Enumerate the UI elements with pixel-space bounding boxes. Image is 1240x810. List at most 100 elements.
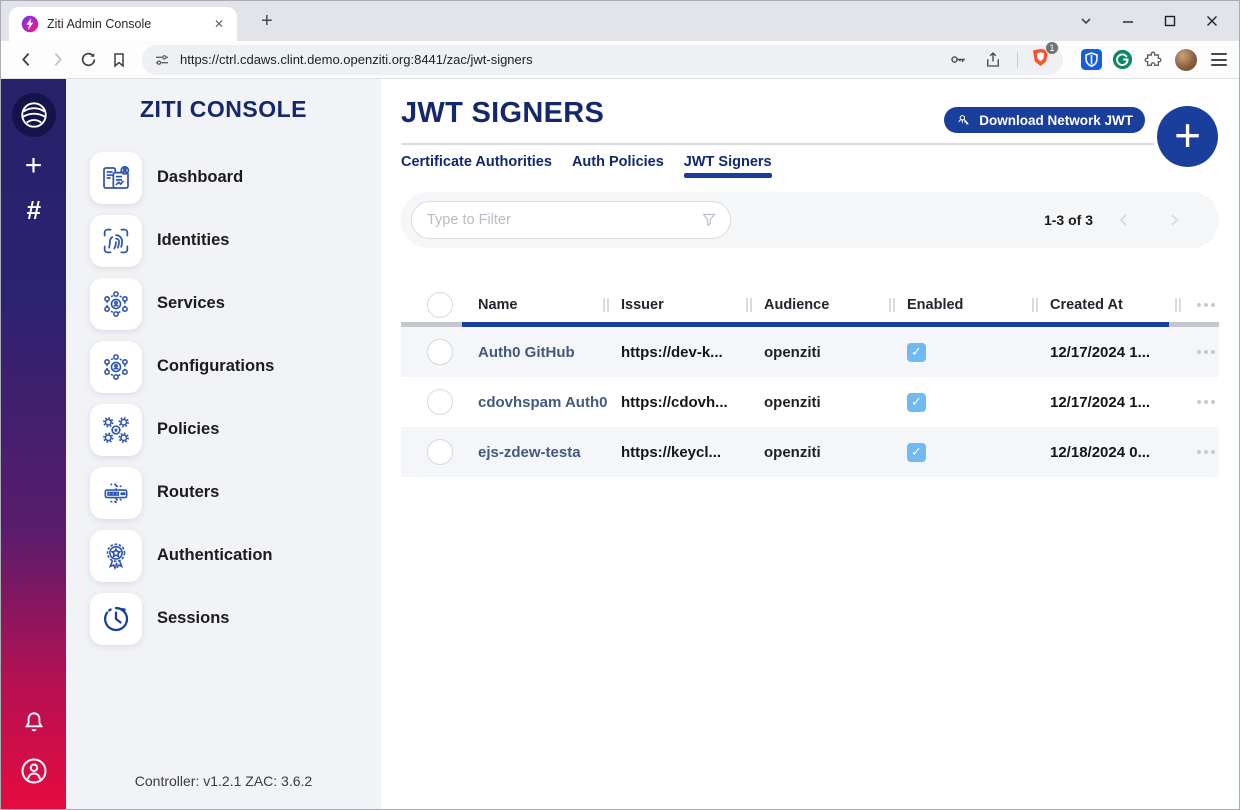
column-resize-handle[interactable] <box>1175 298 1177 312</box>
forward-icon[interactable] <box>42 47 73 72</box>
nav-list: Dashboard Identities Services Configurat… <box>66 146 381 650</box>
fingerprint-icon <box>90 214 142 267</box>
sidebar-item-identities[interactable]: Identities <box>66 209 381 272</box>
sidebar-item-policies[interactable]: Policies <box>66 398 381 461</box>
menu-icon[interactable] <box>1209 49 1229 70</box>
new-tab-button[interactable]: + <box>261 9 273 32</box>
column-header-name[interactable]: Name <box>478 297 621 313</box>
table-row: ejs-zdew-testa https://keycl... openziti… <box>401 427 1219 477</box>
tab-auth-policies[interactable]: Auth Policies <box>571 154 664 170</box>
sidebar-item-dashboard[interactable]: Dashboard <box>66 146 381 209</box>
pagination: 1-3 of 3 <box>1044 209 1193 231</box>
version-footer: Controller: v1.2.1 ZAC: 3.6.2 <box>134 773 313 789</box>
row-select-circle[interactable] <box>426 439 453 465</box>
filter-funnel-icon[interactable] <box>700 211 718 229</box>
enabled-checkbox[interactable] <box>907 342 926 362</box>
extensions-puzzle-icon[interactable] <box>1143 50 1163 70</box>
profile-person-icon[interactable] <box>19 756 49 791</box>
enabled-checkbox[interactable] <box>907 392 926 412</box>
cell-created-at: 12/17/2024 1... <box>1050 343 1151 361</box>
sidebar-item-label: Dashboard <box>157 168 244 186</box>
column-header-created-at[interactable]: Created At <box>1050 297 1193 313</box>
share-icon[interactable] <box>977 47 1009 73</box>
page-prev-icon[interactable] <box>1105 209 1143 231</box>
brave-shield-icon[interactable]: 1 <box>1026 40 1059 76</box>
reload-icon[interactable] <box>73 47 104 72</box>
tab-jwt-signers[interactable]: JWT Signers <box>683 154 772 178</box>
enabled-checkbox[interactable] <box>907 442 926 462</box>
cell-issuer: https://keycl... <box>621 443 722 461</box>
tab-search-icon[interactable] <box>1069 8 1103 34</box>
row-actions-icon[interactable] <box>1193 350 1219 354</box>
browser-tab[interactable]: Ziti Admin Console ✕ <box>9 7 237 41</box>
app-rail: + # <box>1 79 66 809</box>
sidebar-item-label: Services <box>157 294 225 312</box>
ziti-logo[interactable] <box>11 93 56 137</box>
main-content: JWT SIGNERS Download Network JWT + Certi… <box>381 79 1239 809</box>
column-resize-handle[interactable] <box>1032 298 1034 312</box>
minimize-button[interactable] <box>1111 8 1145 34</box>
column-header-enabled[interactable]: Enabled <box>907 297 1050 313</box>
site-settings-icon[interactable] <box>154 52 170 68</box>
add-jwt-signer-button[interactable]: + <box>1157 106 1218 167</box>
cell-audience: openziti <box>764 393 821 411</box>
sidebar: ZITI CONSOLE Dashboard Identities Servic… <box>66 79 381 809</box>
shield-badge: 1 <box>1045 40 1059 55</box>
filter-input[interactable] <box>427 212 700 228</box>
row-select-circle[interactable] <box>426 339 453 365</box>
download-button-label: Download Network JWT <box>979 112 1133 128</box>
column-resize-handle[interactable] <box>889 298 891 312</box>
cell-name[interactable]: cdovhspam Auth0 <box>478 393 608 411</box>
sidebar-item-label: Configurations <box>157 357 275 375</box>
grammarly-extension-icon[interactable] <box>1112 49 1133 70</box>
page-title: JWT SIGNERS <box>401 97 605 129</box>
cell-enabled <box>907 342 1050 362</box>
column-options-icon[interactable] <box>1193 303 1219 307</box>
jwt-signers-table: Name Issuer Audience Enabled Created At … <box>401 288 1219 477</box>
medal-icon <box>90 529 142 582</box>
page-next-icon[interactable] <box>1155 209 1193 231</box>
cell-name[interactable]: Auth0 GitHub <box>478 343 575 361</box>
browser-toolbar: https://ctrl.cdaws.clint.demo.openziti.o… <box>1 40 1239 79</box>
download-network-jwt-button[interactable]: Download Network JWT <box>944 107 1145 133</box>
row-actions-icon[interactable] <box>1193 400 1219 404</box>
browser-tab-strip: Ziti Admin Console ✕ + <box>1 1 1239 41</box>
profile-avatar[interactable] <box>1175 48 1197 71</box>
column-resize-handle[interactable] <box>603 298 605 312</box>
sidebar-item-authentication[interactable]: Authentication <box>66 524 381 587</box>
title-divider <box>401 143 1154 145</box>
table-row: Auth0 GitHub https://dev-k... openziti 1… <box>401 327 1219 377</box>
sidebar-item-sessions[interactable]: Sessions <box>66 587 381 650</box>
tab-close-icon[interactable]: ✕ <box>213 17 224 31</box>
sidebar-item-label: Sessions <box>157 609 230 627</box>
column-header-audience[interactable]: Audience <box>764 297 907 313</box>
clock-icon <box>90 592 142 645</box>
cell-name[interactable]: ejs-zdew-testa <box>478 443 581 461</box>
password-key-icon[interactable] <box>942 46 975 73</box>
notifications-bell-icon[interactable] <box>21 709 47 740</box>
bitwarden-extension-icon[interactable] <box>1081 49 1102 70</box>
bookmark-icon[interactable] <box>104 48 134 72</box>
ziti-favicon <box>21 15 39 33</box>
cell-audience: openziti <box>764 443 821 461</box>
back-icon[interactable] <box>11 47 42 72</box>
maximize-button[interactable] <box>1153 8 1187 34</box>
column-resize-handle[interactable] <box>746 298 748 312</box>
sidebar-item-configurations[interactable]: Configurations <box>66 335 381 398</box>
filter-input-wrap[interactable] <box>411 201 731 239</box>
tab-certificate-authorities[interactable]: Certificate Authorities <box>401 154 552 170</box>
url-text[interactable]: https://ctrl.cdaws.clint.demo.openziti.o… <box>180 52 533 67</box>
row-actions-icon[interactable] <box>1193 450 1219 454</box>
column-header-issuer[interactable]: Issuer <box>621 297 764 313</box>
select-all-circle[interactable] <box>426 292 453 318</box>
sidebar-item-services[interactable]: Services <box>66 272 381 335</box>
table-row: cdovhspam Auth0 https://cdovh... openzit… <box>401 377 1219 427</box>
close-window-button[interactable] <box>1195 8 1229 34</box>
section-tabs: Certificate Authorities Auth Policies JW… <box>401 154 1219 178</box>
sidebar-item-routers[interactable]: Routers <box>66 461 381 524</box>
rail-hash-button[interactable]: # <box>26 195 41 225</box>
row-select-circle[interactable] <box>426 389 453 415</box>
url-bar[interactable]: https://ctrl.cdaws.clint.demo.openziti.o… <box>142 40 1063 76</box>
table-header-row: Name Issuer Audience Enabled Created At <box>401 288 1219 322</box>
rail-add-button[interactable]: + <box>24 149 43 182</box>
